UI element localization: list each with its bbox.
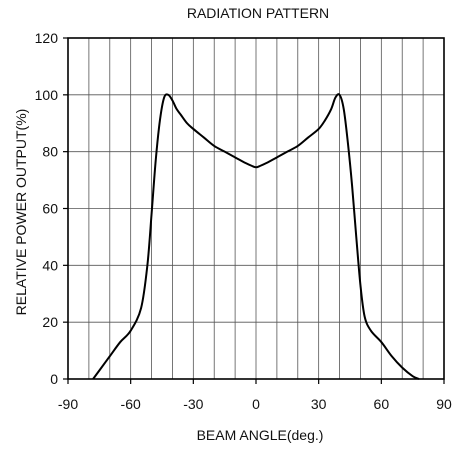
x-tick-label: 30 (311, 396, 327, 412)
x-tick-label: -60 (121, 396, 141, 412)
grid-layer (67, 37, 445, 380)
y-axis-title: RELATIVE POWER OUTPUT(%) (13, 109, 29, 316)
y-tick-label: 20 (42, 314, 58, 330)
y-tick-label: 120 (35, 30, 59, 46)
y-tick-label: 0 (50, 371, 58, 387)
y-tick-label: 80 (42, 144, 58, 160)
x-tick-label: -30 (183, 396, 203, 412)
chart-title: RADIATION PATTERN (187, 5, 329, 21)
x-tick-label: 60 (374, 396, 390, 412)
series-line-1 (92, 93, 420, 380)
plot-layer (92, 93, 420, 380)
y-tick-label: 100 (35, 87, 59, 103)
x-tick-label: 90 (436, 396, 452, 412)
x-tick-label: -90 (58, 396, 78, 412)
x-axis-title: BEAM ANGLE(deg.) (197, 427, 324, 443)
tick-layer: -90 -60 -30 0 30 60 90 0 20 40 60 80 100 120 (35, 30, 452, 412)
x-tick-label: 0 (252, 396, 260, 412)
y-tick-label: 60 (42, 201, 58, 217)
y-tick-label: 40 (42, 257, 58, 273)
